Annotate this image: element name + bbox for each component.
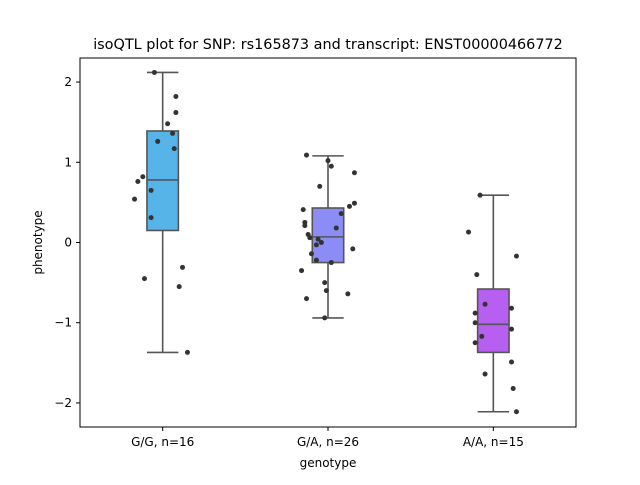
data-point bbox=[308, 251, 314, 257]
data-point bbox=[313, 257, 319, 263]
data-point bbox=[148, 187, 154, 193]
data-point bbox=[510, 385, 516, 391]
data-point bbox=[132, 196, 138, 202]
x-tick-label: G/G, n=16 bbox=[131, 435, 194, 449]
data-point bbox=[313, 242, 319, 248]
data-point bbox=[184, 349, 190, 355]
data-point bbox=[318, 240, 324, 245]
data-point bbox=[299, 268, 305, 274]
y-tick-label: 2 bbox=[64, 75, 72, 89]
data-point bbox=[472, 320, 478, 326]
data-point bbox=[351, 170, 357, 176]
data-point bbox=[302, 223, 308, 229]
y-tick-label: 1 bbox=[64, 155, 72, 169]
x-axis-label: genotype bbox=[300, 456, 357, 470]
x-tick-label: A/A, n=15 bbox=[463, 435, 524, 449]
y-tick-label: −1 bbox=[54, 316, 72, 330]
data-point bbox=[509, 305, 515, 311]
data-point bbox=[135, 179, 141, 185]
data-point bbox=[345, 291, 351, 297]
data-point bbox=[472, 310, 478, 316]
x-tick-label: G/A, n=26 bbox=[297, 435, 359, 449]
axes: −2 −1 0 1 2 G/G, n=16 G/A, n=26 A/A, n=15 bbox=[54, 75, 524, 449]
data-point bbox=[325, 158, 331, 164]
data-point bbox=[322, 315, 328, 321]
data-point bbox=[472, 340, 478, 346]
data-point bbox=[482, 301, 488, 307]
data-point bbox=[170, 130, 176, 136]
data-point bbox=[509, 326, 515, 332]
chart-title: isoQTL plot for SNP: rs165873 and transc… bbox=[93, 37, 563, 53]
data-point bbox=[474, 272, 480, 278]
data-point bbox=[328, 163, 334, 169]
points-group bbox=[299, 152, 357, 321]
data-point bbox=[350, 246, 356, 252]
data-point bbox=[307, 235, 313, 241]
data-point bbox=[328, 260, 334, 266]
data-point bbox=[338, 211, 344, 217]
data-point bbox=[155, 138, 161, 144]
data-point bbox=[176, 284, 182, 290]
data-point bbox=[351, 200, 357, 206]
y-axis-label: phenotype bbox=[31, 210, 45, 274]
data-point bbox=[173, 94, 179, 100]
data-point bbox=[477, 192, 483, 198]
box bbox=[311, 207, 345, 264]
data-point bbox=[140, 174, 146, 180]
data-point bbox=[151, 69, 157, 75]
data-point bbox=[304, 296, 310, 302]
data-point bbox=[315, 236, 321, 242]
data-point bbox=[180, 264, 186, 270]
data-point bbox=[509, 359, 515, 365]
y-tick-label: −2 bbox=[54, 396, 72, 410]
points-group bbox=[132, 69, 190, 355]
data-point bbox=[346, 203, 352, 209]
box bbox=[476, 288, 510, 354]
data-point bbox=[317, 183, 323, 189]
data-point bbox=[165, 121, 171, 127]
data-point bbox=[141, 276, 147, 282]
data-point bbox=[479, 333, 485, 339]
data-point bbox=[148, 215, 154, 221]
data-point bbox=[323, 288, 329, 294]
data-point bbox=[304, 152, 310, 158]
data-point bbox=[300, 207, 306, 213]
data-point bbox=[173, 110, 179, 116]
data-point bbox=[482, 371, 488, 377]
data-point bbox=[466, 229, 472, 235]
data-point bbox=[513, 409, 519, 415]
plot-content bbox=[132, 69, 519, 415]
data-point bbox=[513, 253, 519, 259]
data-point bbox=[322, 280, 328, 286]
data-point bbox=[333, 225, 339, 231]
box-group bbox=[476, 194, 510, 413]
data-point bbox=[171, 146, 177, 152]
points-group bbox=[466, 192, 519, 415]
y-tick-label: 0 bbox=[64, 236, 72, 250]
